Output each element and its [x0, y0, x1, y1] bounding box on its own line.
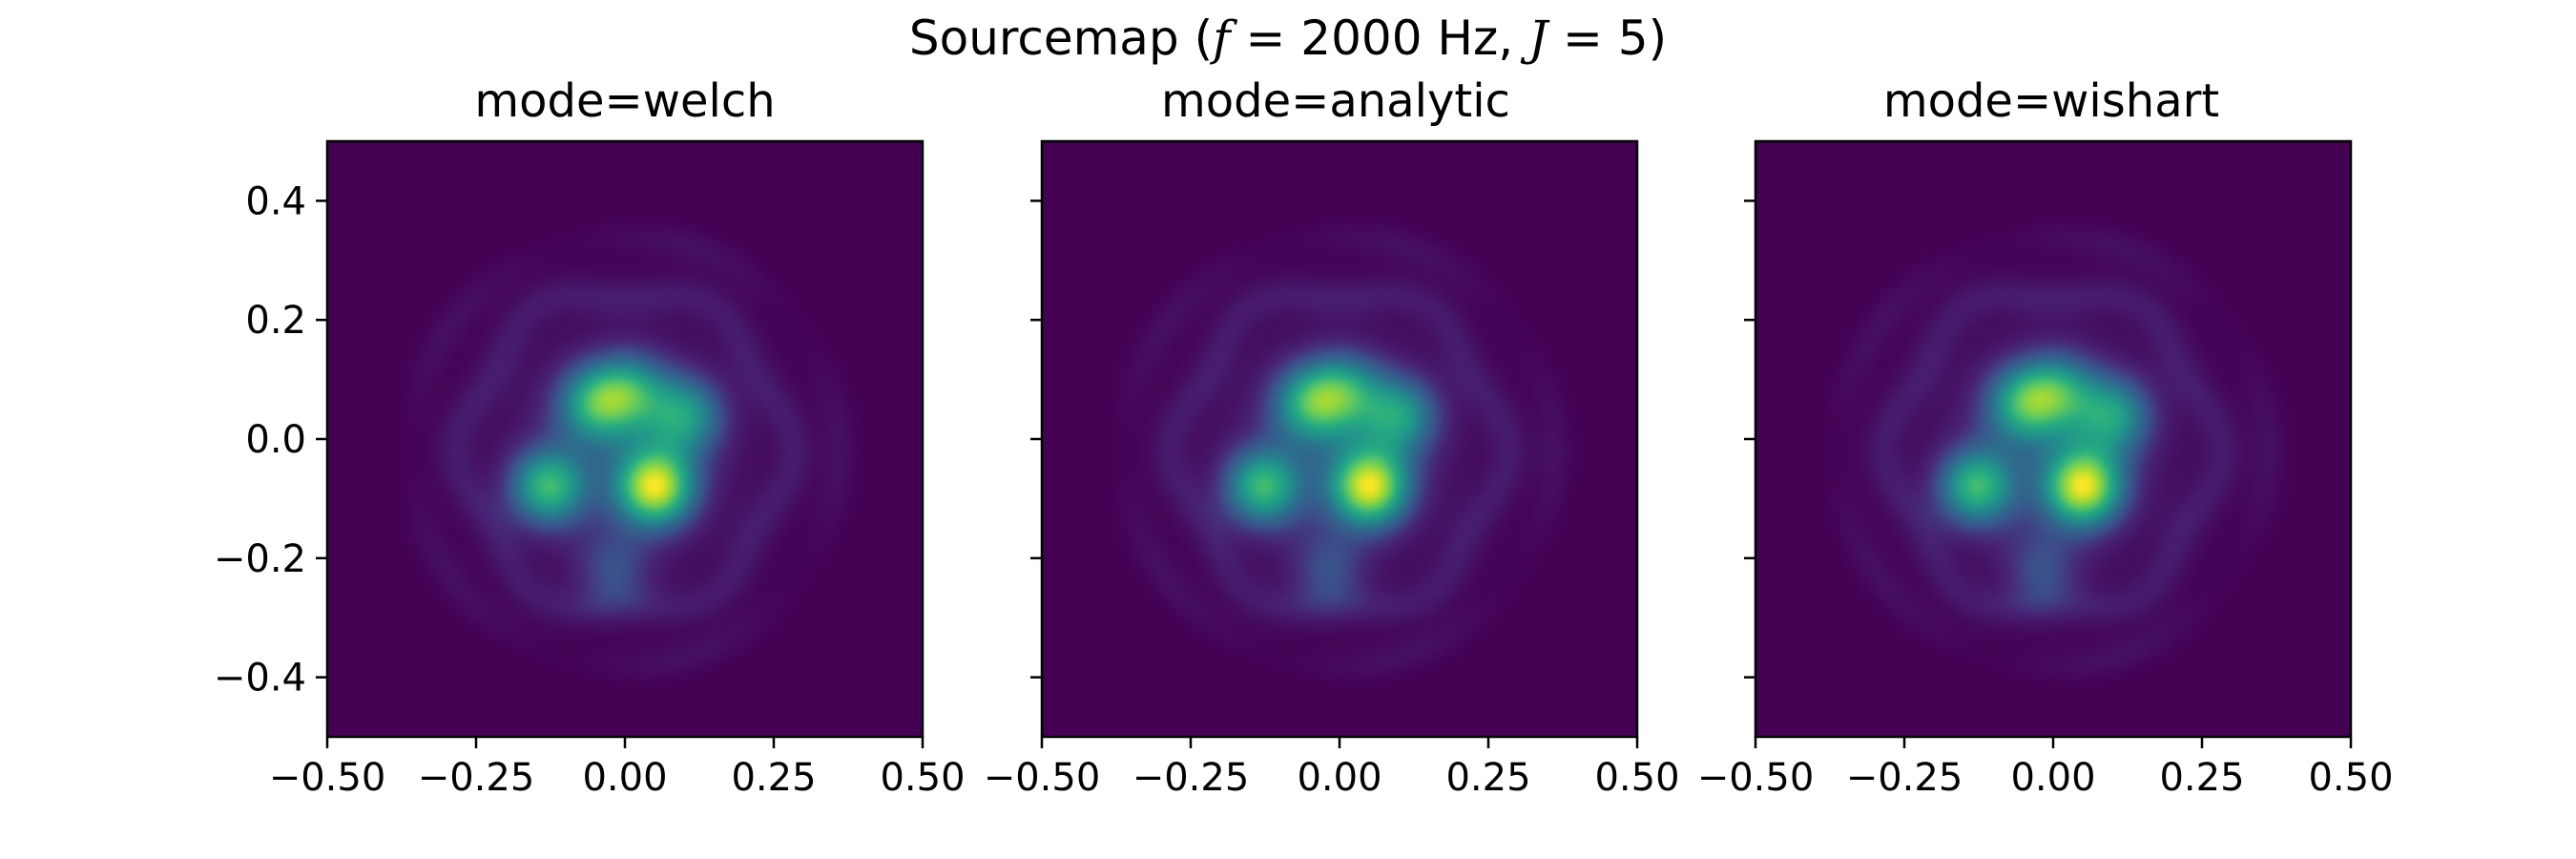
x-tick-label: 0.00: [582, 756, 667, 800]
x-tick-label: −0.25: [1846, 756, 1963, 800]
x-tick-label: −0.50: [269, 756, 386, 800]
x-tick-label: −0.50: [984, 756, 1101, 800]
heatmap-welch: [327, 141, 923, 737]
x-tick-label: 0.50: [880, 756, 965, 800]
x-tick-label: −0.25: [1132, 756, 1250, 800]
x-tick-label: 0.00: [1297, 756, 1381, 800]
y-tick-label: 0.4: [245, 179, 306, 223]
panel-welch: −0.50 −0.25 0.00 0.25 0.50 0.4 0.2 0.0 −0.2 −0.4: [214, 139, 966, 800]
y-tick-label: −0.2: [214, 537, 306, 581]
title-j-symbol: J: [1528, 10, 1548, 66]
heatmap-wishart: [1755, 141, 2351, 737]
x-tick-label: 0.25: [2159, 756, 2244, 800]
heatmap-analytic: [1042, 141, 1637, 737]
panel-analytic: −0.50 −0.25 0.00 0.25 0.50: [984, 139, 1680, 800]
panel-title-analytic: mode=analytic: [1161, 74, 1510, 128]
title-prefix: Sourcemap (: [908, 10, 1214, 66]
x-tick-label: −0.50: [1697, 756, 1815, 800]
y-tick-label: −0.4: [214, 657, 306, 701]
title-j-value: = 5): [1548, 10, 1668, 66]
panel-title-welch: mode=welch: [474, 74, 776, 128]
title-f-value: = 2000 Hz,: [1230, 10, 1529, 66]
x-tick-label: 0.00: [2010, 756, 2095, 800]
y-tick-label: 0.0: [245, 418, 306, 462]
panel-wishart: −0.50 −0.25 0.00 0.25 0.50: [1697, 139, 2394, 800]
x-tick-label: −0.25: [418, 756, 535, 800]
title-f-symbol: f: [1213, 10, 1231, 66]
x-tick-label: 0.25: [1445, 756, 1530, 800]
x-tick-label: 0.25: [731, 756, 816, 800]
y-tick-label: 0.2: [245, 299, 306, 343]
panel-title-wishart: mode=wishart: [1882, 74, 2220, 128]
figure-title: Sourcemap (f = 2000 Hz, J = 5): [0, 8, 2576, 69]
x-tick-label: 0.50: [1594, 756, 1679, 800]
x-tick-label: 0.50: [2308, 756, 2393, 800]
